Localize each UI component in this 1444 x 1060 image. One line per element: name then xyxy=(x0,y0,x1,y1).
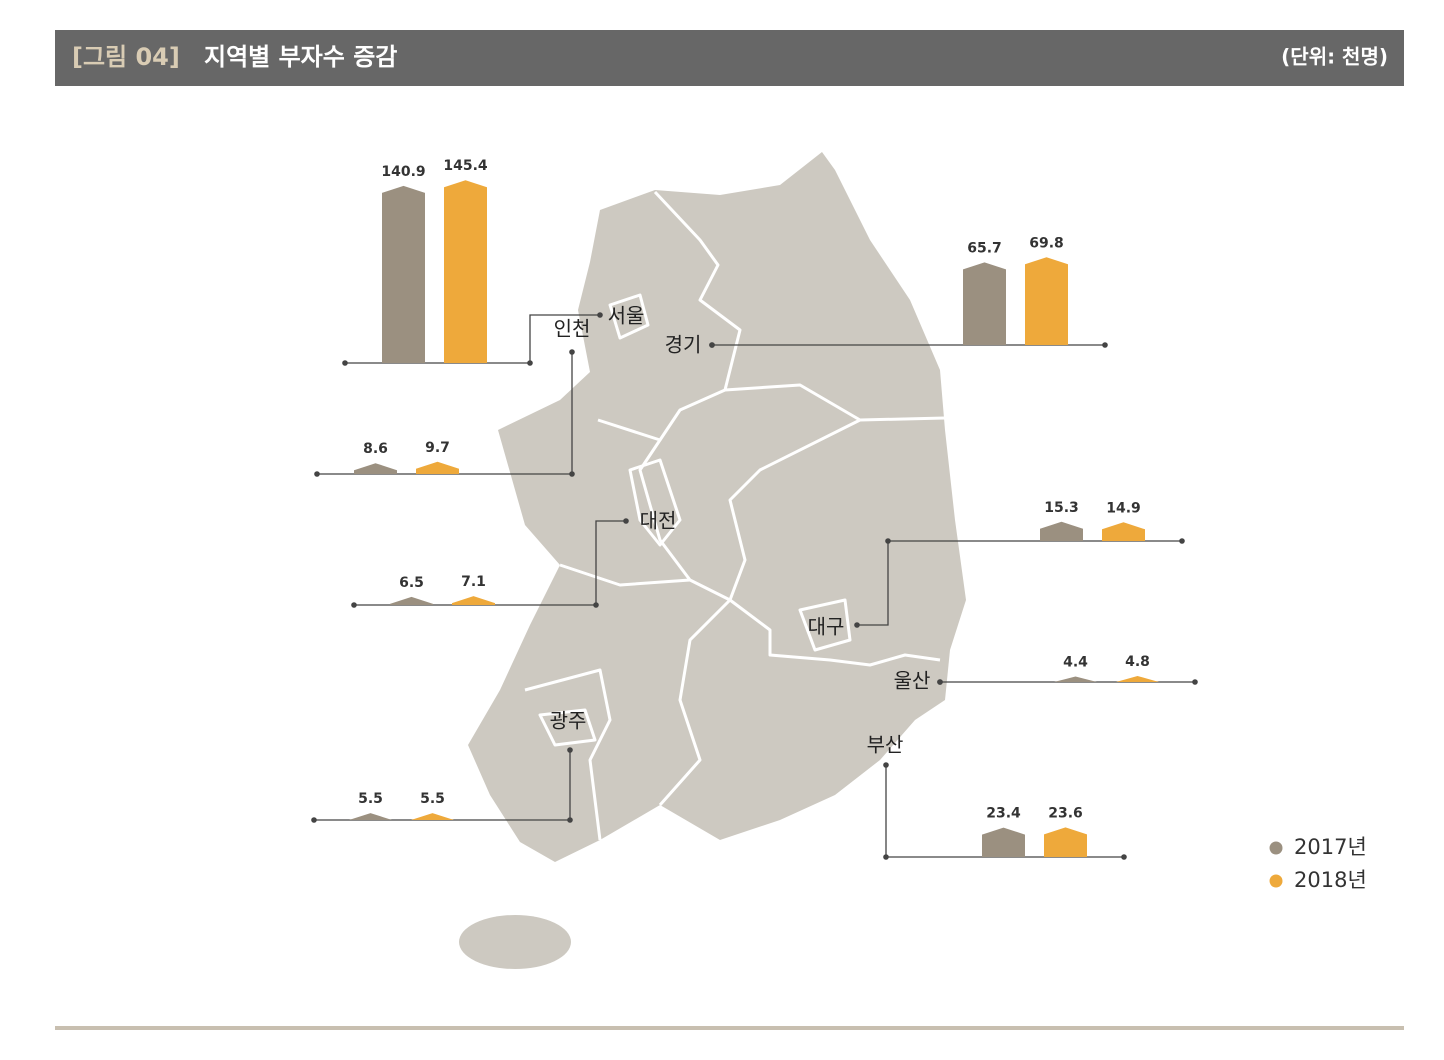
connector xyxy=(529,314,600,363)
value-label: 69.8 xyxy=(1029,235,1064,251)
chart-title: 지역별 부자수 증감 xyxy=(204,43,397,71)
value-label: 6.5 xyxy=(399,575,424,591)
bar xyxy=(416,461,459,474)
value-label: 65.7 xyxy=(967,240,1002,256)
connector xyxy=(857,541,889,626)
end-dot xyxy=(1121,854,1127,860)
value-label: 5.5 xyxy=(420,791,445,807)
end-dot xyxy=(883,854,889,860)
value-label: 9.7 xyxy=(425,440,450,456)
region-dot xyxy=(567,747,573,753)
end-dot xyxy=(569,471,575,477)
region-dot xyxy=(597,312,603,318)
border xyxy=(524,668,612,841)
bar xyxy=(982,827,1025,857)
bar xyxy=(1044,827,1087,857)
region-dot xyxy=(854,622,860,628)
bar xyxy=(382,185,425,363)
region-label: 서울 xyxy=(608,304,645,328)
region-label: 대구 xyxy=(808,615,845,639)
end-dot xyxy=(314,471,320,477)
region-label: 경기 xyxy=(665,333,702,357)
legend: 2017년 2018년 xyxy=(1269,835,1367,892)
end-dot xyxy=(885,538,891,544)
bar xyxy=(444,180,487,363)
legend-label: 2017년 xyxy=(1294,835,1367,859)
end-dot xyxy=(593,602,599,608)
region-label: 울산 xyxy=(894,669,931,693)
region-label: 대전 xyxy=(640,509,677,533)
region-label: 부산 xyxy=(867,733,904,757)
region-label: 인천 xyxy=(554,317,591,341)
border xyxy=(597,418,731,602)
value-label: 7.1 xyxy=(461,574,486,590)
city-border xyxy=(538,293,852,747)
end-dot xyxy=(1192,679,1198,685)
value-label: 8.6 xyxy=(363,441,388,457)
region-dot xyxy=(569,349,575,355)
jeju xyxy=(459,915,571,969)
region-dot xyxy=(623,518,629,524)
bar xyxy=(354,463,397,474)
end-dot xyxy=(567,817,573,823)
title-bar xyxy=(55,30,1404,86)
value-label: 5.5 xyxy=(358,791,383,807)
figure-number: [그림 04] xyxy=(72,43,180,71)
end-dot xyxy=(342,360,348,366)
border xyxy=(559,563,732,806)
bar xyxy=(411,813,454,820)
end-dot xyxy=(351,602,357,608)
value-label: 4.4 xyxy=(1063,654,1088,670)
legend-swatch xyxy=(1269,874,1283,888)
bar xyxy=(1025,257,1068,345)
bar xyxy=(1102,522,1145,541)
border xyxy=(724,383,946,422)
border xyxy=(653,190,742,441)
bar xyxy=(390,596,433,605)
end-dot xyxy=(311,817,317,823)
bar xyxy=(1040,521,1083,541)
region-dot xyxy=(709,342,715,348)
legend-label: 2018년 xyxy=(1294,868,1367,892)
value-label: 140.9 xyxy=(381,164,425,180)
bar xyxy=(452,596,495,605)
region-label: 광주 xyxy=(550,709,587,733)
value-label: 4.8 xyxy=(1125,654,1150,670)
end-dot xyxy=(1102,342,1108,348)
mainland xyxy=(468,152,966,862)
end-dot xyxy=(1179,538,1185,544)
value-label: 15.3 xyxy=(1044,500,1079,516)
bar xyxy=(1054,676,1097,682)
connector xyxy=(595,520,626,605)
bar xyxy=(349,813,392,820)
legend-swatch xyxy=(1269,841,1283,855)
region-dot xyxy=(937,679,943,685)
value-label: 14.9 xyxy=(1106,500,1141,516)
border xyxy=(728,418,941,667)
unit-label: (단위: 천명) xyxy=(1281,45,1388,69)
value-label: 145.4 xyxy=(443,158,488,174)
end-dot xyxy=(527,360,533,366)
bar xyxy=(963,262,1006,345)
region-dot xyxy=(883,762,889,768)
value-label: 23.6 xyxy=(1048,805,1083,821)
map xyxy=(459,152,966,969)
bar xyxy=(1116,675,1159,682)
value-label: 23.4 xyxy=(986,806,1021,822)
